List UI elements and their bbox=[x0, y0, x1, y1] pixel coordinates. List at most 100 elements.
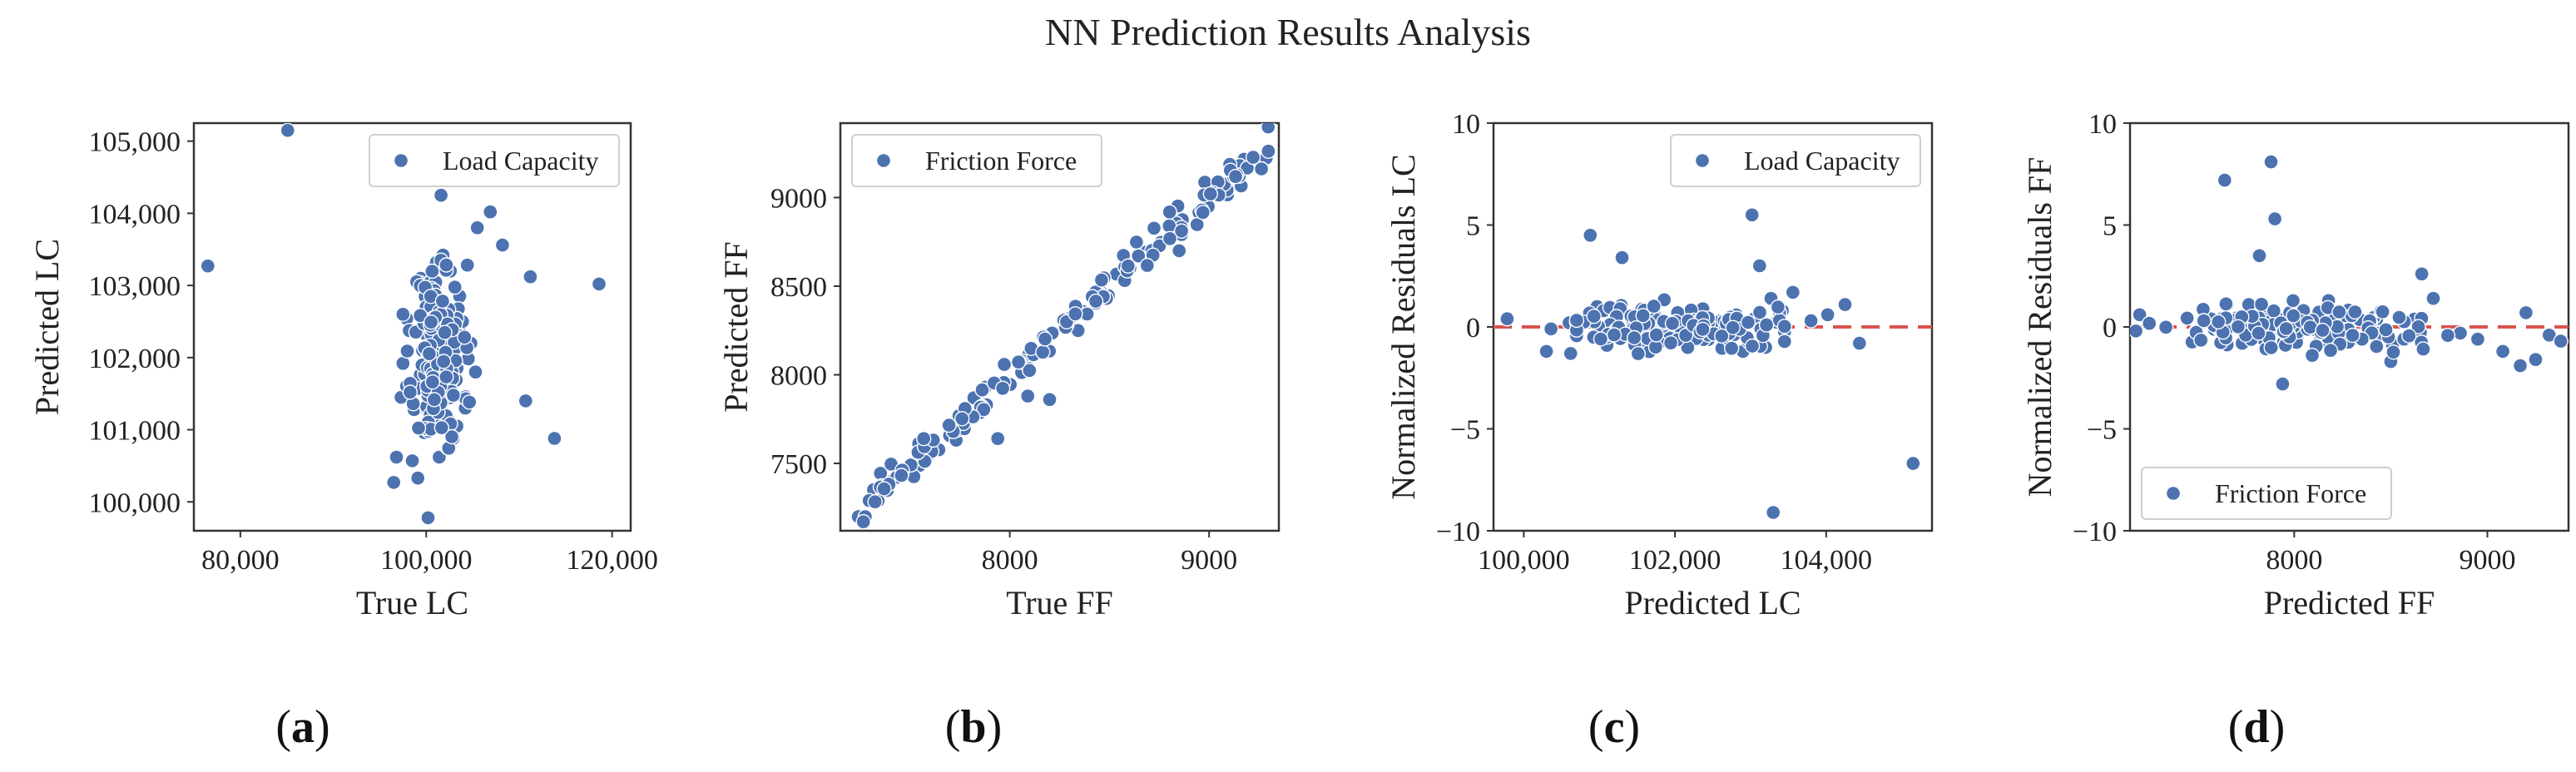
data-point bbox=[469, 220, 485, 235]
data-point bbox=[438, 369, 454, 385]
data-point bbox=[1131, 248, 1147, 264]
data-point bbox=[1146, 220, 1162, 236]
data-point bbox=[1646, 298, 1662, 314]
data-point bbox=[438, 257, 454, 273]
data-point bbox=[1261, 143, 1276, 159]
legend-marker bbox=[393, 152, 409, 169]
data-point bbox=[410, 420, 427, 436]
panel-label: (a) bbox=[275, 701, 329, 753]
legend-label: Friction Force bbox=[925, 146, 1077, 176]
y-tick-label: 104,000 bbox=[89, 199, 181, 230]
panel-label: (d) bbox=[2228, 701, 2285, 753]
data-point bbox=[2401, 328, 2417, 344]
data-point bbox=[1820, 307, 1835, 323]
data-point bbox=[433, 187, 449, 203]
data-point bbox=[547, 430, 562, 447]
legend-label: Friction Force bbox=[2215, 478, 2366, 508]
data-point bbox=[2130, 323, 2144, 339]
data-point bbox=[2322, 343, 2339, 359]
data-point bbox=[1606, 327, 1622, 343]
data-point bbox=[855, 514, 871, 530]
data-point bbox=[1803, 313, 1819, 329]
x-axis-label: Predicted LC bbox=[1624, 584, 1801, 621]
data-point bbox=[1586, 309, 1602, 324]
legend: Load Capacity bbox=[369, 134, 620, 187]
data-point bbox=[2518, 304, 2534, 321]
data-point bbox=[2347, 304, 2363, 320]
y-tick-label: 101,000 bbox=[89, 416, 181, 447]
legend-box bbox=[2141, 467, 2392, 520]
legend-label: Load Capacity bbox=[443, 146, 598, 176]
data-point bbox=[1744, 207, 1760, 223]
data-point bbox=[2192, 332, 2209, 349]
data-point bbox=[2253, 296, 2270, 312]
legend-marker bbox=[2165, 485, 2182, 502]
data-point bbox=[1765, 504, 1781, 521]
x-tick-label: 100,000 bbox=[1478, 545, 1570, 576]
data-point bbox=[1171, 243, 1187, 259]
y-tick-label: 7500 bbox=[770, 449, 827, 480]
x-axis-label: True FF bbox=[1006, 584, 1113, 621]
y-axis-label: Normalized Residuals LC bbox=[1385, 154, 1422, 499]
legend: Friction Force bbox=[2141, 467, 2392, 520]
data-point bbox=[2266, 210, 2283, 227]
data-point bbox=[402, 384, 419, 400]
x-axis-label: Predicted FF bbox=[2264, 584, 2435, 621]
data-point bbox=[1499, 311, 1515, 327]
data-point bbox=[1245, 149, 1261, 166]
y-tick-label: −5 bbox=[2087, 415, 2117, 446]
data-point bbox=[1758, 317, 1775, 333]
data-point bbox=[941, 417, 957, 433]
y-tick-label: 10 bbox=[1452, 109, 1480, 140]
legend-marker bbox=[1694, 152, 1711, 169]
data-point bbox=[1723, 340, 1740, 356]
y-tick-label: 102,000 bbox=[89, 344, 181, 374]
data-point bbox=[459, 257, 475, 273]
data-point bbox=[2157, 319, 2174, 335]
data-point bbox=[436, 354, 452, 369]
x-tick-label: 9000 bbox=[1181, 545, 1237, 576]
data-point bbox=[457, 329, 473, 345]
x-tick-label: 8000 bbox=[982, 545, 1038, 576]
data-point bbox=[976, 402, 992, 418]
data-point bbox=[1010, 354, 1027, 370]
data-point bbox=[867, 494, 883, 510]
x-tick-label: 104,000 bbox=[1781, 545, 1873, 576]
data-point bbox=[1189, 216, 1205, 233]
data-point bbox=[1630, 345, 1647, 362]
data-point bbox=[2210, 314, 2227, 330]
data-point bbox=[1635, 308, 1651, 324]
data-point bbox=[1751, 304, 1768, 320]
data-point bbox=[876, 481, 892, 497]
data-point bbox=[2469, 331, 2486, 347]
data-point bbox=[1173, 223, 1190, 239]
data-point bbox=[2179, 310, 2195, 326]
y-axis-label: Predicted LC bbox=[28, 239, 66, 415]
data-point bbox=[1664, 315, 1681, 331]
data-point bbox=[1202, 186, 1219, 202]
data-point bbox=[2494, 344, 2511, 359]
data-point bbox=[1253, 161, 1270, 177]
data-point bbox=[1195, 205, 1211, 220]
x-tick-label: 120,000 bbox=[566, 545, 658, 576]
data-point bbox=[389, 449, 404, 465]
panel-a: 80,000 100,000 120,000 100,000 101,000 102,00… bbox=[28, 121, 658, 753]
data-point bbox=[2345, 327, 2361, 344]
data-point bbox=[424, 374, 440, 390]
y-tick-label: 9000 bbox=[770, 183, 827, 214]
data-point bbox=[954, 411, 970, 427]
data-point bbox=[996, 356, 1013, 373]
data-point bbox=[523, 269, 538, 285]
data-point bbox=[1087, 293, 1104, 309]
x-tick-label: 102,000 bbox=[1629, 545, 1721, 576]
data-point bbox=[437, 324, 453, 340]
data-point bbox=[1139, 257, 1156, 274]
data-point bbox=[1162, 204, 1177, 220]
panel-label: (b) bbox=[945, 701, 1002, 753]
y-tick-label: −10 bbox=[1436, 517, 1480, 547]
data-point bbox=[2230, 319, 2247, 334]
data-point bbox=[2263, 339, 2279, 356]
data-point bbox=[2553, 333, 2569, 349]
data-point bbox=[2315, 322, 2331, 339]
data-point bbox=[1538, 344, 1554, 359]
